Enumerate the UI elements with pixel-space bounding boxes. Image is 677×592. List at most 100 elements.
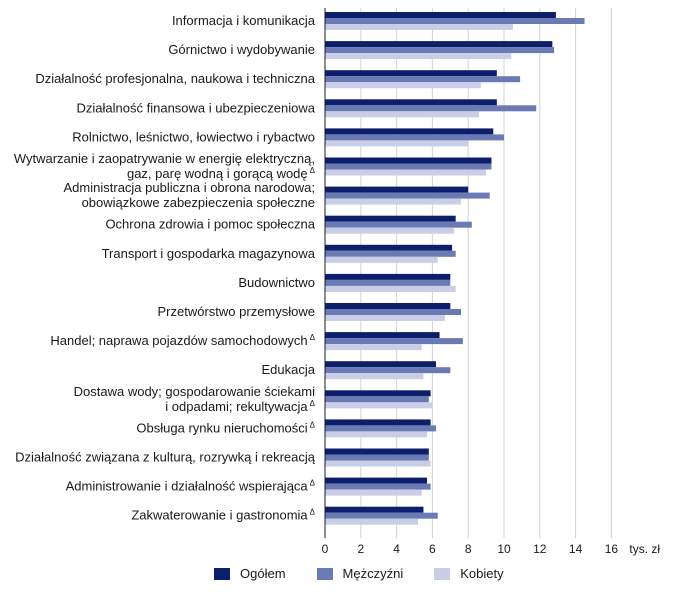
- bar-mężczyźni-6: [325, 192, 490, 199]
- category-label: Informacja i komunikacja: [172, 13, 316, 28]
- bar-kobiety-1: [325, 53, 512, 60]
- bar-ogółem-7: [325, 215, 456, 222]
- bar-kobiety-13: [325, 402, 433, 409]
- bar-ogółem-16: [325, 477, 428, 484]
- x-tick-label: 2: [357, 542, 364, 556]
- x-tick-label: 6: [429, 542, 436, 556]
- category-label: Działalność finansowa i ubezpieczeniowa: [77, 100, 316, 115]
- category-label: Obsługa rynku nieruchomości Δ: [136, 420, 315, 435]
- bar-kobiety-4: [325, 140, 469, 147]
- bar-kobiety-5: [325, 169, 487, 176]
- bar-ogółem-17: [325, 506, 424, 513]
- bar-kobiety-6: [325, 198, 462, 205]
- bar-ogółem-0: [325, 12, 556, 18]
- category-label: gaz, parę wodną i gorącą wodę Δ: [127, 166, 316, 181]
- bar-ogółem-10: [325, 303, 451, 309]
- bar-mężczyźni-9: [325, 279, 451, 286]
- category-label: Transport i gospodarka magazynowa: [102, 246, 316, 261]
- bar-ogółem-1: [325, 41, 553, 48]
- bar-mężczyźni-7: [325, 221, 472, 228]
- bar-ogółem-9: [325, 273, 451, 280]
- bar-ogółem-3: [325, 99, 497, 106]
- bar-mężczyźni-8: [325, 250, 456, 257]
- legend-swatch-total: [214, 567, 230, 580]
- bar-mężczyźni-0: [325, 18, 585, 24]
- category-label: Dostawa wody; gospodarowanie ściekami: [74, 384, 315, 399]
- bar-mężczyźni-3: [325, 105, 537, 112]
- bar-mężczyźni-17: [325, 512, 438, 519]
- bar-kobiety-15: [325, 460, 431, 467]
- bar-kobiety-2: [325, 82, 481, 89]
- bar-mężczyźni-16: [325, 483, 431, 490]
- chart-legend: Ogółem Mężczyźni Kobiety: [214, 566, 535, 581]
- bar-ogółem-11: [325, 332, 440, 339]
- bar-kobiety-8: [325, 256, 438, 263]
- category-label: Budownictwo: [238, 275, 315, 290]
- bar-mężczyźni-5: [325, 163, 492, 170]
- x-tick-label: 12: [533, 542, 547, 556]
- bar-mężczyźni-15: [325, 454, 429, 461]
- x-tick-label: 8: [465, 542, 472, 556]
- category-label: Wytwarzanie i zaopatrywanie w energię el…: [14, 151, 315, 166]
- legend-swatch-women: [434, 567, 451, 580]
- bar-mężczyźni-2: [325, 76, 521, 83]
- category-label: Edukacja: [262, 362, 316, 377]
- bar-ogółem-6: [325, 186, 469, 193]
- delta-marker: Δ: [310, 333, 316, 342]
- category-label: Górnictwo i wydobywanie: [168, 42, 315, 57]
- bar-kobiety-3: [325, 111, 479, 118]
- bar-ogółem-15: [325, 448, 429, 455]
- legend-item-total: Ogółem: [214, 566, 286, 581]
- bar-ogółem-8: [325, 244, 453, 251]
- bar-ogółem-12: [325, 361, 436, 368]
- bar-ogółem-13: [325, 390, 431, 397]
- category-label: Rolnictwo, leśnictwo, łowiectwo i rybact…: [72, 129, 315, 144]
- legend-label-men: Mężczyźni: [342, 566, 404, 581]
- legend-label-total: Ogółem: [240, 566, 286, 581]
- category-label: i odpadami; rekultywacja Δ: [165, 399, 315, 414]
- bar-ogółem-4: [325, 128, 494, 135]
- bar-kobiety-0: [325, 24, 513, 30]
- category-label: obowiązkowe zabezpieczenia społeczne: [82, 195, 315, 210]
- bar-mężczyźni-13: [325, 396, 429, 403]
- bar-mężczyźni-4: [325, 134, 504, 141]
- category-label: Administrowanie i działalność wspierając…: [66, 479, 316, 494]
- category-label: Przetwórstwo przemysłowe: [158, 304, 316, 319]
- legend-item-women: Kobiety: [434, 566, 504, 581]
- delta-marker: Δ: [310, 420, 316, 429]
- bar-mężczyźni-12: [325, 367, 451, 374]
- x-tick-label: 10: [497, 542, 511, 556]
- legend-swatch-men: [316, 567, 333, 580]
- bar-kobiety-9: [325, 285, 456, 292]
- bar-mężczyźni-10: [325, 309, 462, 315]
- bar-kobiety-16: [325, 489, 422, 496]
- category-label: Administracja publiczna i obrona narodow…: [64, 180, 315, 195]
- category-label: Działalność związana z kulturą, rozrywką…: [15, 450, 316, 465]
- delta-marker: Δ: [310, 479, 316, 488]
- bar-ogółem-5: [325, 157, 492, 164]
- bar-kobiety-11: [325, 344, 422, 351]
- bar-ogółem-2: [325, 70, 497, 77]
- bar-kobiety-7: [325, 227, 454, 234]
- bar-kobiety-14: [325, 431, 428, 438]
- bar-ogółem-14: [325, 419, 431, 426]
- category-label: Zakwaterowanie i gastronomia Δ: [131, 508, 315, 523]
- delta-marker: Δ: [310, 166, 316, 175]
- bar-kobiety-12: [325, 373, 424, 380]
- x-tick-label: 4: [393, 542, 400, 556]
- x-tick-label: 14: [569, 542, 583, 556]
- x-tick-label: 16: [605, 542, 619, 556]
- bar-mężczyźni-14: [325, 425, 436, 432]
- bar-mężczyźni-1: [325, 47, 555, 54]
- category-label: Działalność profesjonalna, naukowa i tec…: [35, 71, 315, 86]
- legend-label-women: Kobiety: [460, 566, 504, 581]
- x-tick-label: 0: [322, 542, 329, 556]
- delta-marker: Δ: [310, 508, 316, 517]
- bar-mężczyźni-11: [325, 338, 463, 345]
- bar-kobiety-17: [325, 518, 419, 525]
- category-label: Handel; naprawa pojazdów samochodowych Δ: [50, 333, 315, 348]
- delta-marker: Δ: [310, 399, 316, 408]
- legend-item-men: Mężczyźni: [316, 566, 404, 581]
- category-label: Ochrona zdrowia i pomoc społeczna: [105, 217, 315, 232]
